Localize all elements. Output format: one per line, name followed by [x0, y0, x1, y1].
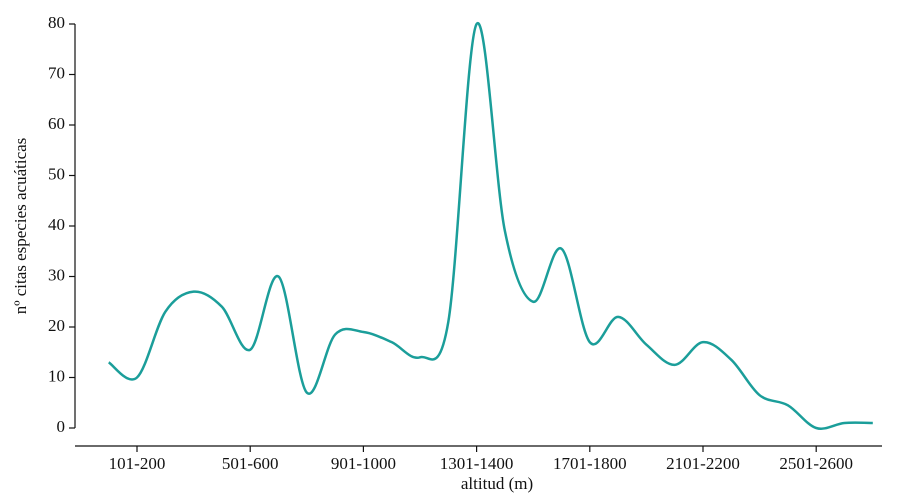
y-tick-label: 60	[48, 114, 65, 133]
x-tick-label: 2501-2600	[779, 454, 853, 473]
x-tick-label: 1701-1800	[553, 454, 627, 473]
x-tick-label: 101-200	[109, 454, 166, 473]
line	[107, 22, 873, 430]
y-axis-label: nº citas especies acuáticas	[11, 138, 30, 315]
y-tick-label: 30	[48, 265, 65, 284]
x-axis-label: altitud (m)	[461, 474, 533, 493]
y-tick-label: 10	[48, 366, 65, 385]
y-tick-label: 70	[48, 63, 65, 82]
y-tick-label: 80	[48, 13, 65, 32]
x-tick-label: 501-600	[222, 454, 279, 473]
x-tick-label: 901-1000	[331, 454, 396, 473]
x-tick-label: 2101-2200	[666, 454, 740, 473]
y-tick-label: 40	[48, 215, 65, 234]
y-tick-label: 20	[48, 316, 65, 335]
x-tick-label: 1301-1400	[440, 454, 514, 473]
y-tick-label: 50	[48, 164, 65, 183]
y-tick-label: 0	[57, 417, 66, 436]
